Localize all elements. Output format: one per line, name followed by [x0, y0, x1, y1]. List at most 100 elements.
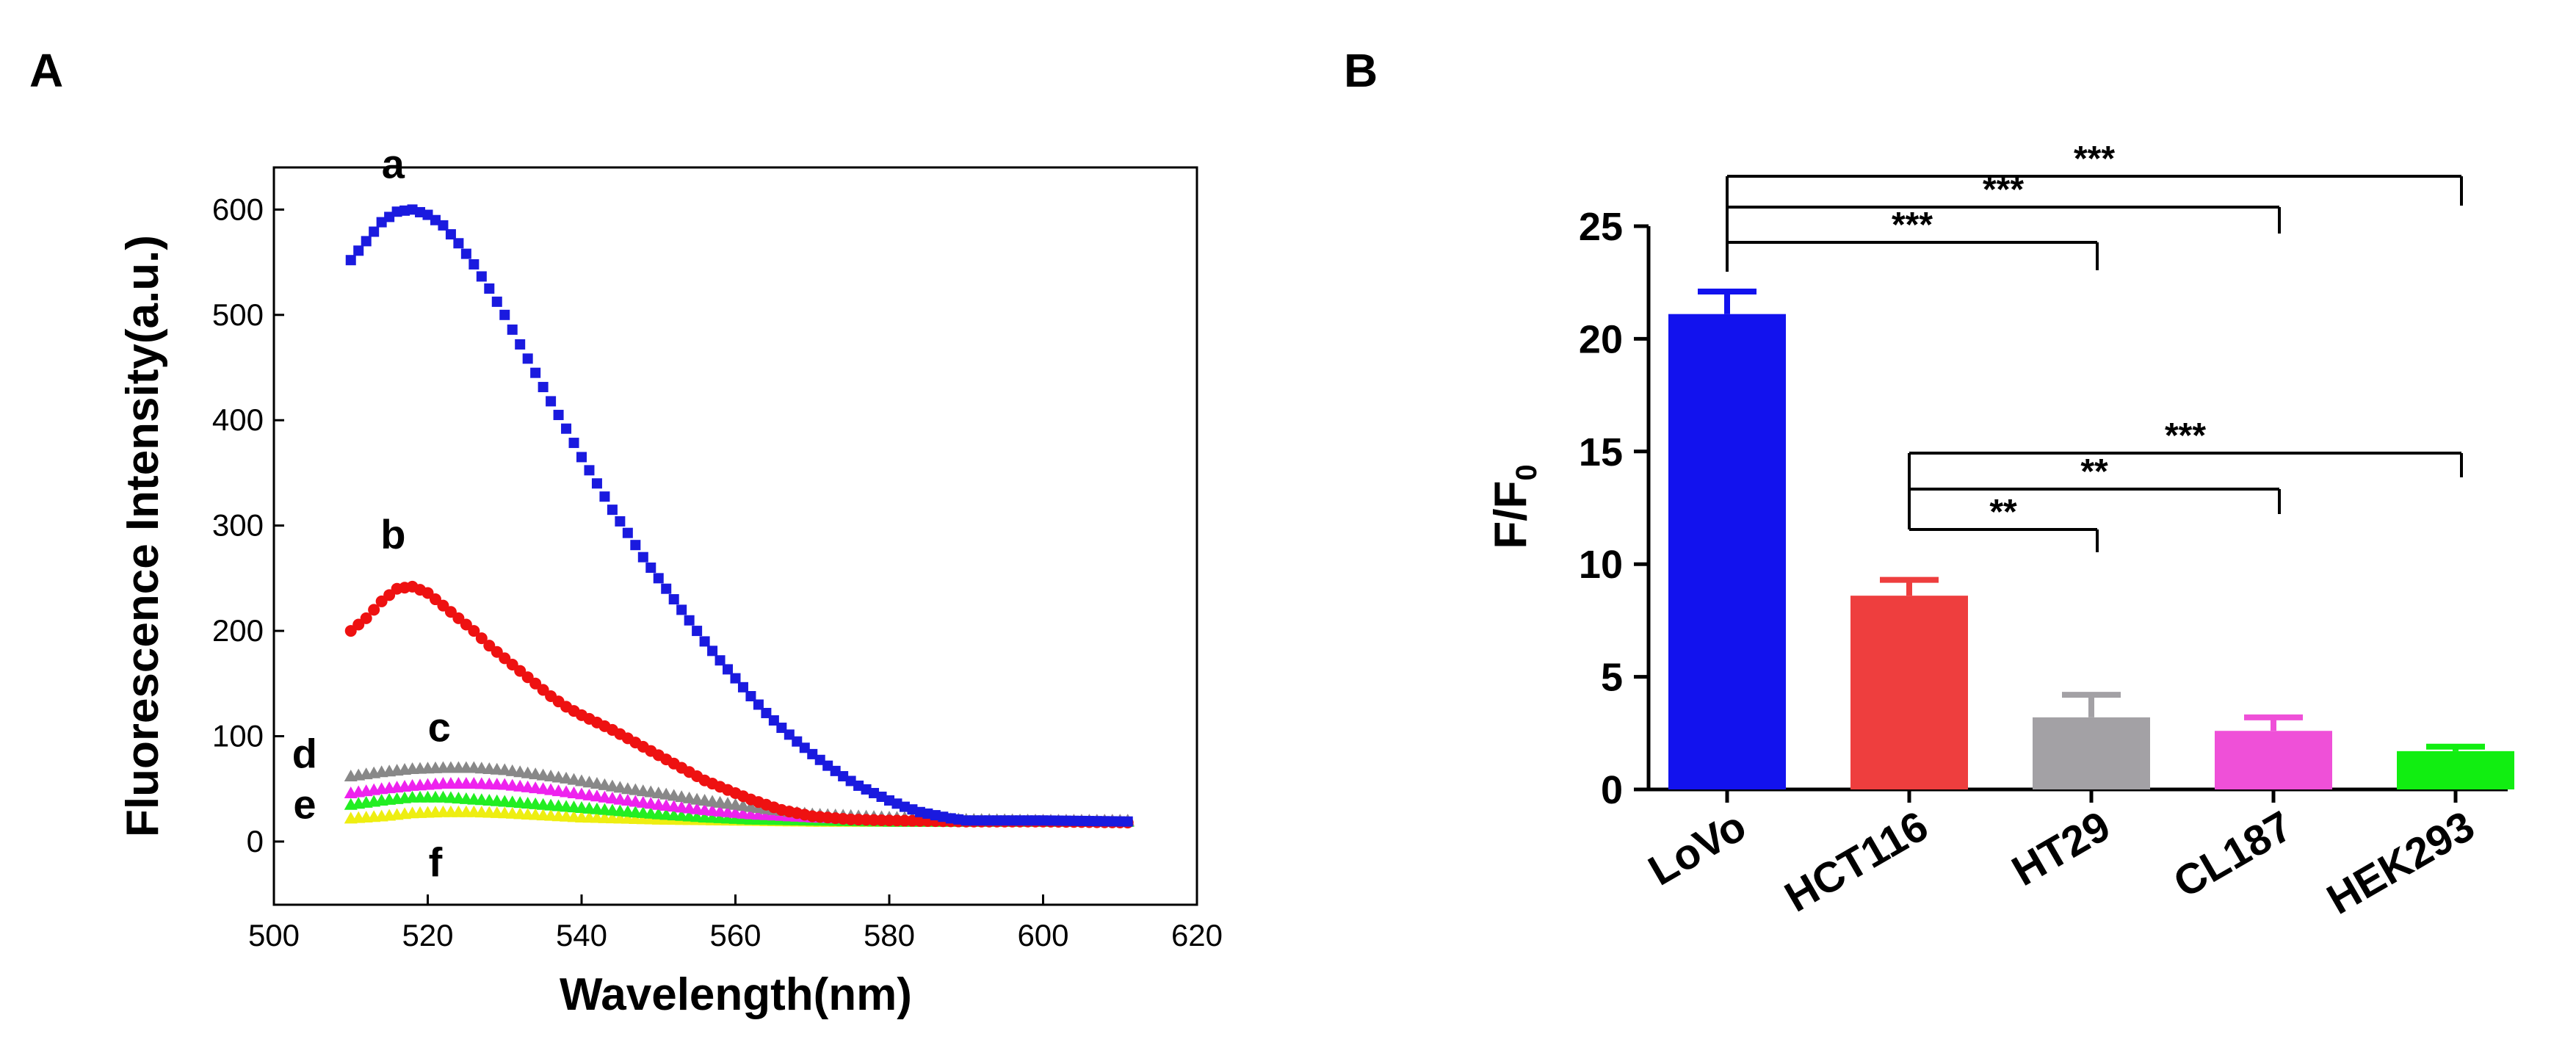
- curve-label-a: a: [382, 140, 405, 187]
- data-point: [576, 452, 587, 463]
- data-point: [621, 794, 634, 806]
- panel-b-y-tick-label: 20: [1579, 317, 1623, 361]
- data-point: [491, 296, 502, 307]
- curve-label-c: c: [428, 704, 451, 751]
- panel-a-x-tick-label: 500: [248, 918, 300, 952]
- significance-bracket: **: [1908, 493, 2099, 552]
- data-point: [644, 797, 658, 809]
- data-point: [546, 396, 557, 407]
- data-point: [721, 797, 735, 809]
- bar-ht29: [2033, 717, 2150, 789]
- data-point: [468, 258, 480, 270]
- significance-label: ***: [2165, 416, 2206, 455]
- panel-a-x-tick-label: 620: [1171, 918, 1223, 952]
- data-point: [607, 505, 618, 516]
- significance-label: **: [1989, 493, 2017, 532]
- data-point: [590, 789, 604, 802]
- data-point: [598, 790, 612, 803]
- data-point: [753, 699, 764, 710]
- panel-a-curve-labels: a b c de f: [292, 140, 451, 885]
- panel-b-y-axis-title-main: F/F: [1486, 481, 1536, 549]
- bar-hek293: [2397, 751, 2514, 789]
- panel-b-y-tick-label: 5: [1601, 656, 1623, 700]
- data-point: [622, 527, 633, 538]
- data-point: [645, 563, 656, 574]
- curve-label-e: e: [293, 781, 316, 827]
- data-point: [536, 782, 550, 795]
- data-point: [530, 367, 541, 378]
- data-point: [736, 799, 750, 811]
- panel-a-series-group: [344, 204, 1135, 829]
- data-point: [744, 800, 758, 812]
- data-point: [745, 691, 756, 702]
- data-point: [615, 516, 626, 527]
- significance-bracket: **: [1908, 452, 2281, 514]
- data-point: [476, 271, 487, 282]
- data-point: [561, 423, 572, 434]
- data-point: [538, 382, 549, 393]
- data-point: [575, 774, 588, 787]
- data-point: [368, 604, 380, 616]
- panel-a-y-tick-label: 600: [212, 192, 264, 226]
- data-point: [513, 765, 527, 778]
- data-point: [684, 615, 695, 626]
- panel-b-y-tick-label: 15: [1579, 430, 1623, 474]
- series-a: [345, 204, 1133, 827]
- data-point: [584, 465, 595, 476]
- data-point: [567, 786, 581, 798]
- category-label: HEK293: [2319, 802, 2482, 924]
- data-point: [560, 785, 574, 798]
- data-point: [621, 782, 634, 795]
- category-label: CL187: [2166, 802, 2300, 907]
- panel-a-x-tick-label: 520: [402, 918, 453, 952]
- data-point: [529, 767, 543, 780]
- data-point: [499, 309, 510, 320]
- data-point: [730, 673, 741, 684]
- panel-a-x-tick-label: 580: [864, 918, 915, 952]
- panel-a-x-axis: 500 520 540 560 580 600 620: [248, 894, 1223, 952]
- data-point: [369, 226, 380, 237]
- panel-a-x-axis-title: Wavelength(nm): [560, 969, 912, 1020]
- data-point: [636, 795, 650, 808]
- panel-b-significance-brackets: ****************: [1726, 140, 2463, 552]
- panel-b-bars: [1668, 288, 2514, 803]
- data-point: [698, 794, 712, 806]
- data-point: [605, 792, 619, 804]
- data-point: [723, 664, 734, 675]
- data-point: [651, 786, 665, 798]
- data-point: [737, 681, 748, 693]
- data-point: [676, 604, 687, 615]
- panel-a-y-tick-label: 500: [212, 297, 264, 332]
- data-point: [613, 781, 627, 793]
- panel-b-y-tick-label: 10: [1579, 543, 1623, 587]
- data-point: [629, 795, 643, 807]
- bar-cl187: [2215, 731, 2332, 789]
- data-point: [637, 552, 648, 563]
- panel-b-y-tick-label: 0: [1601, 768, 1623, 812]
- data-point: [522, 353, 533, 364]
- data-point: [714, 655, 726, 666]
- data-point: [345, 255, 356, 266]
- panel-b-y-tick-label: 25: [1579, 205, 1623, 249]
- panel-b-x-axis: LoVo HCT116 HT29 CL187 HEK293: [1640, 802, 2482, 924]
- category-label: LoVo: [1640, 802, 1754, 895]
- panel-b-chart: 0 5 10 15 20 25 **************** LoVo HCT116 HT…: [1486, 140, 2514, 924]
- data-point: [682, 791, 696, 803]
- data-point: [707, 646, 718, 657]
- data-point: [605, 779, 619, 792]
- panel-a-x-tick-label: 560: [709, 918, 761, 952]
- curve-label-b: b: [380, 511, 405, 557]
- data-point: [590, 777, 604, 789]
- panel-b-y-axis-title: F/F0: [1486, 464, 1543, 549]
- data-point: [699, 636, 710, 647]
- data-point: [598, 778, 612, 790]
- bar-hct116: [1850, 596, 1968, 789]
- data-point: [575, 787, 588, 800]
- data-point: [629, 783, 643, 795]
- data-point: [507, 324, 518, 335]
- data-point: [668, 594, 679, 605]
- data-point: [692, 626, 703, 637]
- data-point: [360, 612, 372, 624]
- data-point: [675, 790, 689, 803]
